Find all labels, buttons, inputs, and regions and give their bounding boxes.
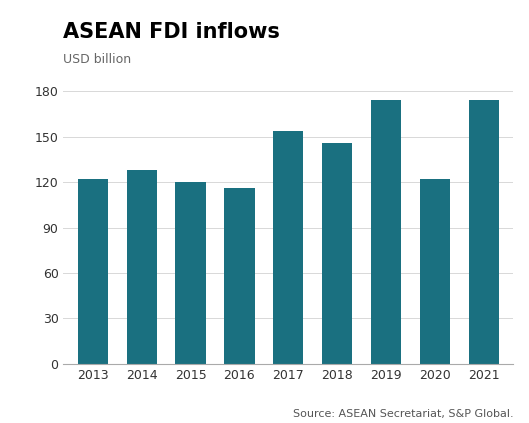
- Bar: [126, 170, 157, 364]
- Bar: [224, 188, 254, 364]
- Bar: [420, 179, 450, 364]
- Bar: [176, 182, 206, 364]
- Bar: [469, 100, 499, 364]
- Text: USD billion: USD billion: [63, 52, 132, 66]
- Text: ASEAN FDI inflows: ASEAN FDI inflows: [63, 22, 280, 42]
- Bar: [273, 131, 304, 364]
- Bar: [322, 143, 352, 364]
- Text: Source: ASEAN Secretariat, S&P Global.: Source: ASEAN Secretariat, S&P Global.: [293, 409, 513, 419]
- Bar: [78, 179, 108, 364]
- Bar: [371, 100, 401, 364]
